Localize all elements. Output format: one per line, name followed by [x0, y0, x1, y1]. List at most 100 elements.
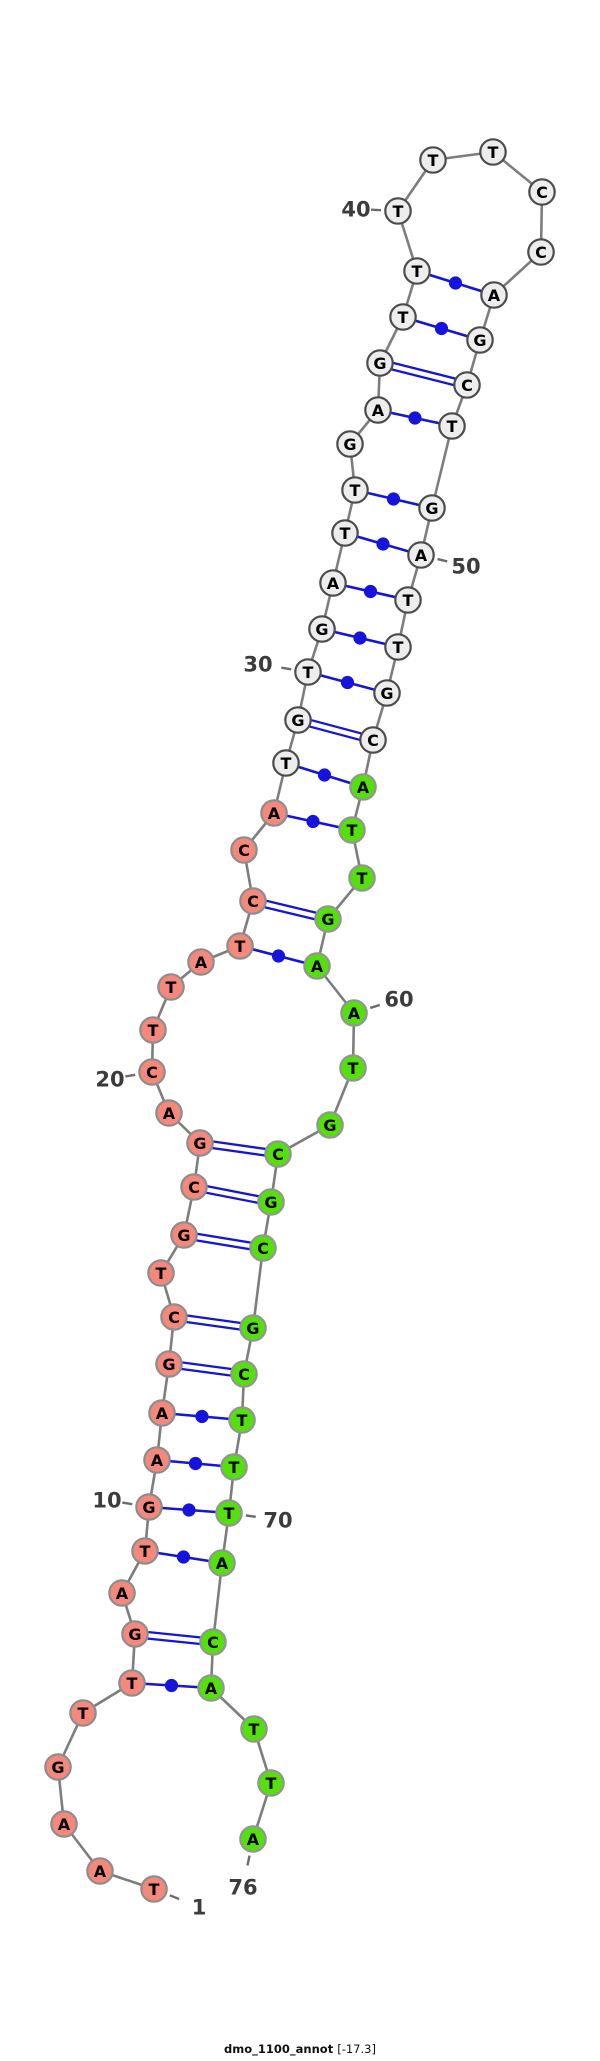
nucleotide-21-T: T: [139, 1016, 167, 1044]
nucleotide-circle: [155, 1350, 183, 1378]
nucleotide-letter: A: [311, 957, 324, 976]
nucleotide-18-G: G: [186, 1129, 214, 1157]
nucleotide-letter: A: [195, 953, 208, 972]
position-tick: [437, 557, 448, 563]
nucleotide-letter: T: [303, 663, 314, 682]
base-pair-dot: [195, 1409, 209, 1424]
nucleotide-letter: T: [403, 591, 414, 610]
nucleotide-circle: [364, 396, 392, 424]
nucleotide-circle: [403, 257, 431, 285]
nucleotide-circle: [418, 494, 446, 522]
nucleotide-64-G: G: [257, 1188, 285, 1216]
nucleotide-circle: [257, 1769, 285, 1797]
nucleotide-circle: [359, 726, 387, 754]
nucleotide-51-T: T: [394, 586, 422, 614]
nucleotide-66-G: G: [239, 1314, 267, 1342]
nucleotide-layer: TAAGTTGATGAAGCTGCGACTTATCCATGTGATTGAGTTT…: [44, 138, 556, 1903]
nucleotide-letter: C: [238, 1365, 250, 1384]
nucleotide-circle: [155, 1099, 183, 1127]
nucleotide-circle: [340, 999, 368, 1027]
nucleotide-circle: [240, 1715, 268, 1743]
nucleotide-circle: [187, 948, 215, 976]
nucleotide-circle: [480, 281, 508, 309]
nucleotide-letter: A: [268, 804, 281, 823]
base-pair-dot: [306, 814, 320, 829]
nucleotide-28-T: T: [272, 749, 300, 777]
nucleotide-letter: A: [163, 1104, 176, 1123]
nucleotide-19-A: A: [155, 1099, 183, 1127]
base-pair-dot: [434, 321, 449, 336]
position-label-layer: 1 10 20 30 40 50 60 70 76: [92, 198, 480, 1920]
base-pair-double-line: [378, 365, 467, 390]
nucleotide-47-C: C: [453, 371, 481, 399]
nucleotide-circle: [249, 1234, 277, 1262]
nucleotide-61-T: T: [339, 1054, 367, 1082]
nucleotide-letter: A: [357, 778, 370, 797]
position-label-30: 30: [243, 653, 272, 677]
nucleotide-circle: [260, 799, 288, 827]
nucleotide-circle: [131, 1537, 159, 1565]
nucleotide-circle: [528, 178, 556, 206]
position-label-20: 20: [95, 1068, 124, 1092]
nucleotide-12-A: A: [148, 1399, 176, 1427]
nucleotide-40-T: T: [384, 197, 412, 225]
nucleotide-31-G: G: [308, 615, 336, 643]
nucleotide-36-A: A: [364, 396, 392, 424]
nucleotide-15-T: T: [147, 1259, 175, 1287]
nucleotide-72-C: C: [199, 1628, 227, 1656]
nucleotide-letter: T: [447, 417, 458, 436]
nucleotide-letter: G: [162, 1355, 175, 1374]
position-tick: [169, 1894, 180, 1901]
base-pair-dot: [386, 492, 401, 506]
nucleotide-67-C: C: [230, 1360, 258, 1388]
nucleotide-23-A: A: [187, 948, 215, 976]
nucleotide-letter: A: [247, 1830, 260, 1849]
nucleotide-letter: A: [58, 1815, 71, 1834]
nucleotide-letter: A: [216, 1554, 229, 1573]
base-pair-dot: [176, 1550, 191, 1564]
nucleotide-circle: [215, 1499, 243, 1527]
nucleotide-letter: T: [428, 151, 439, 170]
nucleotide-circle: [314, 905, 342, 933]
nucleotide-22-T: T: [157, 973, 185, 1001]
nucleotide-circle: [197, 1674, 225, 1702]
nucleotide-letter: T: [266, 1774, 277, 1793]
nucleotide-2-A: A: [86, 1857, 114, 1885]
nucleotide-circle: [50, 1810, 78, 1838]
position-label-70: 70: [263, 1509, 292, 1533]
nucleotide-70-T: T: [215, 1499, 243, 1527]
nucleotide-letter: T: [166, 978, 177, 997]
base-pair-dot: [188, 1456, 203, 1471]
nucleotide-letter: G: [193, 1134, 206, 1153]
position-label-50: 50: [451, 555, 480, 579]
position-label-10: 10: [92, 1489, 121, 1513]
nucleotide-circle: [230, 836, 258, 864]
nucleotide-letter: A: [116, 1584, 129, 1603]
nucleotide-52-T: T: [384, 633, 412, 661]
nucleotide-45-A: A: [480, 281, 508, 309]
position-tick: [125, 1073, 136, 1078]
nucleotide-50-A: A: [407, 541, 435, 569]
nucleotide-54-C: C: [359, 726, 387, 754]
nucleotide-letter: C: [238, 841, 250, 860]
nucleotide-38-T: T: [389, 303, 417, 331]
nucleotide-circle: [308, 615, 336, 643]
nucleotide-circle: [228, 1406, 256, 1434]
nucleotide-circle: [384, 197, 412, 225]
nucleotide-letter: T: [249, 1720, 260, 1739]
nucleotide-letter: T: [237, 1411, 248, 1430]
nucleotide-circle: [140, 1875, 168, 1903]
nucleotide-circle: [527, 238, 555, 266]
nucleotide-letter: T: [235, 937, 246, 956]
nucleotide-circle: [180, 1173, 208, 1201]
plot-caption: dmo_1100_annot [-17.3]: [0, 2042, 600, 2056]
nucleotide-circle: [316, 1111, 344, 1139]
nucleotide-letter: G: [177, 1226, 190, 1245]
nucleotide-37-G: G: [366, 349, 394, 377]
nucleotide-20-C: C: [138, 1058, 166, 1086]
nucleotide-letter: T: [347, 821, 358, 840]
nucleotide-34-T: T: [341, 476, 369, 504]
nucleotide-circle: [294, 658, 322, 686]
nucleotide-circle: [69, 1699, 97, 1727]
